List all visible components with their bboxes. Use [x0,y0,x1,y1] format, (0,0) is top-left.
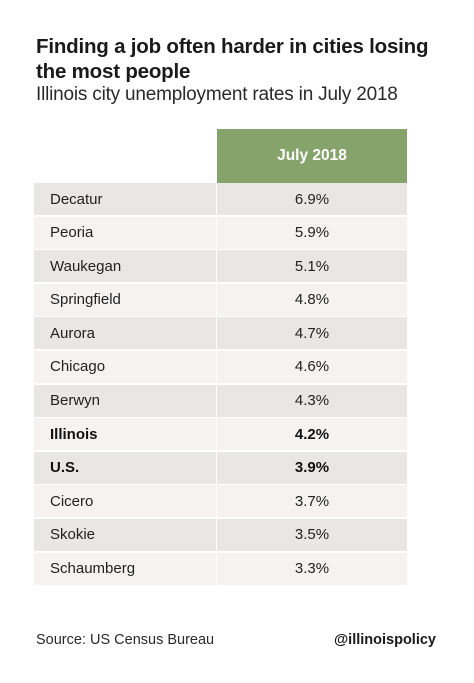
row-label: Schaumberg [34,552,216,585]
table-row: Berwyn 4.3% [34,384,407,417]
table-header-row: July 2018 [34,129,407,183]
row-value: 3.7% [217,485,407,518]
row-value: 3.9% [217,451,407,484]
row-label: Waukegan [34,250,216,283]
row-value: 5.9% [217,216,407,249]
row-value: 3.3% [217,552,407,585]
row-label: Springfield [34,283,216,316]
table-row: Peoria 5.9% [34,216,407,249]
chart-subtitle: Illinois city unemployment rates in July… [36,84,398,105]
column-header-july-2018: July 2018 [217,129,407,183]
row-value: 4.3% [217,384,407,417]
table-row: Chicago 4.6% [34,350,407,383]
row-value: 4.6% [217,350,407,383]
row-value: 4.7% [217,317,407,350]
table-row: Schaumberg 3.3% [34,552,407,585]
row-label: Cicero [34,485,216,518]
row-label: Illinois [34,418,216,451]
table-row: Skokie 3.5% [34,518,407,551]
chart-title: Finding a job often harder in cities los… [36,35,429,83]
source-note: Source: US Census Bureau [36,632,215,648]
row-value: 3.5% [217,518,407,551]
row-value: 4.8% [217,283,407,316]
row-label: Aurora [34,317,216,350]
table-row: Aurora 4.7% [34,317,407,350]
table-row: U.S. 3.9% [34,451,407,484]
table-row: Cicero 3.7% [34,485,407,518]
row-value: 5.1% [217,250,407,283]
row-label: Decatur [34,183,216,215]
table-row: Springfield 4.8% [34,283,407,316]
row-label: Berwyn [34,384,216,417]
row-label: Peoria [34,216,216,249]
row-value: 6.9% [217,183,407,215]
row-label: U.S. [34,451,216,484]
row-value: 4.2% [217,418,407,451]
table-row: Waukegan 5.1% [34,250,407,283]
table-row: Decatur 6.9% [34,183,407,215]
row-label: Skokie [34,518,216,551]
data-table: July 2018 Decatur 6.9% Peoria 5.9% Waukegan 5… [34,129,407,586]
table-body: Decatur 6.9% Peoria 5.9% Waukegan 5.1% Springf… [34,183,407,585]
row-label: Chicago [34,350,216,383]
table-row: Illinois 4.2% [34,418,407,451]
social-handle: @illinoispolicy [334,632,436,648]
